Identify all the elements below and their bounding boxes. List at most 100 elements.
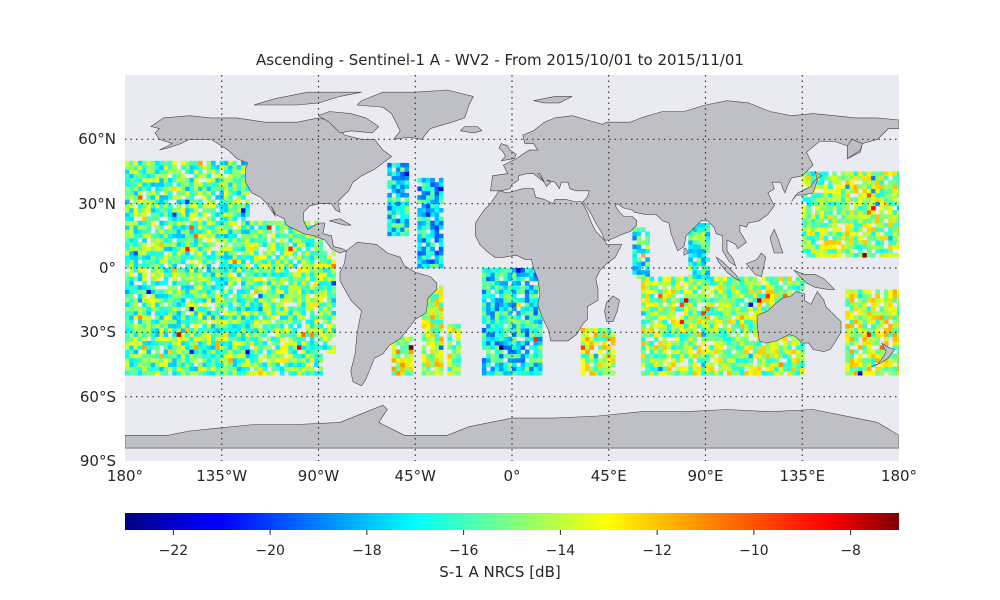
nrcs-cell <box>249 285 255 290</box>
nrcs-cell <box>610 332 616 337</box>
nrcs-cell <box>241 225 246 230</box>
nrcs-cell <box>301 306 306 312</box>
nrcs-cell <box>137 285 143 290</box>
nrcs-cell <box>610 336 616 342</box>
nrcs-cell <box>533 276 539 282</box>
nrcs-cell <box>155 345 160 350</box>
nrcs-cell <box>862 205 867 211</box>
nrcs-cell <box>529 328 534 333</box>
nrcs-cell <box>871 175 876 181</box>
nrcs-cell <box>254 250 259 256</box>
nrcs-cell <box>150 208 156 213</box>
nrcs-cell <box>585 362 590 367</box>
nrcs-cell <box>636 265 642 271</box>
nrcs-cell <box>701 280 706 286</box>
nrcs-cell <box>245 358 250 363</box>
nrcs-cell <box>537 315 543 320</box>
nrcs-cell <box>641 302 646 307</box>
nrcs-cell <box>417 225 422 230</box>
nrcs-cell <box>219 272 225 277</box>
nrcs-cell <box>391 205 397 211</box>
nrcs-cell <box>150 306 156 312</box>
nrcs-cell <box>206 358 212 363</box>
nrcs-cell <box>787 276 792 282</box>
nrcs-cell <box>155 225 160 230</box>
nrcs-cell <box>185 345 190 350</box>
nrcs-cell <box>137 199 143 204</box>
nrcs-cell <box>787 293 792 299</box>
nrcs-cell <box>297 353 302 359</box>
nrcs-cell <box>284 246 289 252</box>
nrcs-cell <box>731 366 736 372</box>
nrcs-cell <box>802 248 807 254</box>
nrcs-cell <box>438 220 444 226</box>
nrcs-cell <box>757 298 762 303</box>
nrcs-cell <box>211 216 216 222</box>
nrcs-cell <box>215 328 220 333</box>
nrcs-cell <box>778 353 784 359</box>
nrcs-cell <box>512 293 517 299</box>
nrcs-cell <box>520 276 526 282</box>
nrcs-cell <box>524 272 530 277</box>
nrcs-cell <box>853 302 859 307</box>
nrcs-cell <box>494 345 500 350</box>
nrcs-cell <box>137 366 143 372</box>
nrcs-cell <box>529 370 534 376</box>
nrcs-cell <box>305 225 311 230</box>
nrcs-cell <box>875 302 880 307</box>
nrcs-cell <box>232 242 238 247</box>
nrcs-cell <box>262 310 268 316</box>
nrcs-cell <box>189 345 195 350</box>
nrcs-cell <box>215 276 220 282</box>
nrcs-cell <box>288 276 293 282</box>
nrcs-cell <box>649 323 655 329</box>
nrcs-cell <box>853 244 859 249</box>
nrcs-cell <box>718 298 723 303</box>
nrcs-cell <box>883 188 889 194</box>
nrcs-cell <box>679 298 685 303</box>
nrcs-cell <box>795 345 801 350</box>
nrcs-cell <box>159 160 164 166</box>
nrcs-cell <box>658 302 663 307</box>
nrcs-cell <box>301 298 306 303</box>
nrcs-cell <box>395 197 401 202</box>
nrcs-cell <box>490 293 496 299</box>
nrcs-cell <box>778 349 784 355</box>
nrcs-cell <box>258 263 263 269</box>
nrcs-cell <box>832 205 837 211</box>
nrcs-cell <box>129 165 134 170</box>
nrcs-cell <box>215 233 220 239</box>
nrcs-cell <box>888 205 893 211</box>
nrcs-cell <box>774 345 779 350</box>
nrcs-cell <box>892 175 898 181</box>
nrcs-cell <box>180 293 186 299</box>
nrcs-cell <box>438 349 444 355</box>
nrcs-cell <box>598 370 603 376</box>
nrcs-cell <box>520 323 526 329</box>
nrcs-cell <box>632 248 637 254</box>
nrcs-cell <box>507 293 513 299</box>
nrcs-cell <box>845 188 850 194</box>
nrcs-cell <box>645 362 650 367</box>
nrcs-cell <box>228 349 233 355</box>
nrcs-cell <box>426 195 431 200</box>
nrcs-cell <box>284 233 289 239</box>
nrcs-cell <box>215 319 220 325</box>
nrcs-cell <box>189 268 195 273</box>
nrcs-cell <box>241 328 246 333</box>
nrcs-cell <box>438 293 444 299</box>
nrcs-cell <box>421 255 427 260</box>
nrcs-cell <box>533 362 539 367</box>
nrcs-cell <box>279 358 285 363</box>
nrcs-cell <box>219 289 225 294</box>
nrcs-cell <box>198 315 203 320</box>
nrcs-cell <box>722 328 728 333</box>
nrcs-cell <box>853 253 859 258</box>
nrcs-cell <box>331 332 336 337</box>
nrcs-cell <box>486 345 491 350</box>
nrcs-cell <box>735 280 741 286</box>
nrcs-cell <box>163 246 169 252</box>
nrcs-cell <box>490 276 496 282</box>
nrcs-cell <box>129 370 134 376</box>
nrcs-cell <box>387 162 392 168</box>
